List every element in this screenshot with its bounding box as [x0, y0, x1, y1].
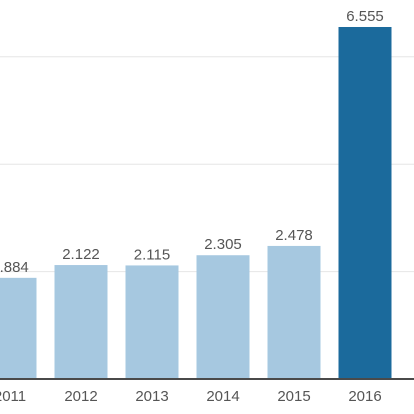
tick-label-2013: 2013 — [135, 388, 168, 405]
data-label-2016: 6.555 — [346, 8, 384, 25]
data-label-2015: 2.478 — [275, 227, 313, 244]
bar-2013 — [125, 265, 179, 379]
tick-label-2012: 2012 — [64, 388, 97, 405]
tick-label-2016: 2016 — [348, 388, 381, 405]
data-label-2012: 2.122 — [62, 246, 100, 263]
tick-label-2011: 2011 — [0, 388, 26, 405]
bar-2012 — [54, 265, 108, 379]
tick-label-2015: 2015 — [277, 388, 310, 405]
bar-2015 — [267, 245, 321, 379]
bars — [0, 26, 392, 380]
data-labels: 1.884 2.122 2.115 2.305 2.478 6.555 — [0, 8, 384, 276]
bar-2016 — [338, 26, 392, 380]
bar-2014 — [196, 255, 250, 379]
data-label-2014: 2.305 — [204, 236, 242, 253]
data-label-2013: 2.115 — [134, 246, 170, 263]
tick-label-2014: 2014 — [206, 388, 239, 405]
bar-2011 — [0, 277, 37, 379]
x-axis-tick-labels: 2011 2012 2013 2014 2015 2016 — [0, 388, 382, 405]
data-label-2011: 1.884 — [0, 259, 29, 276]
